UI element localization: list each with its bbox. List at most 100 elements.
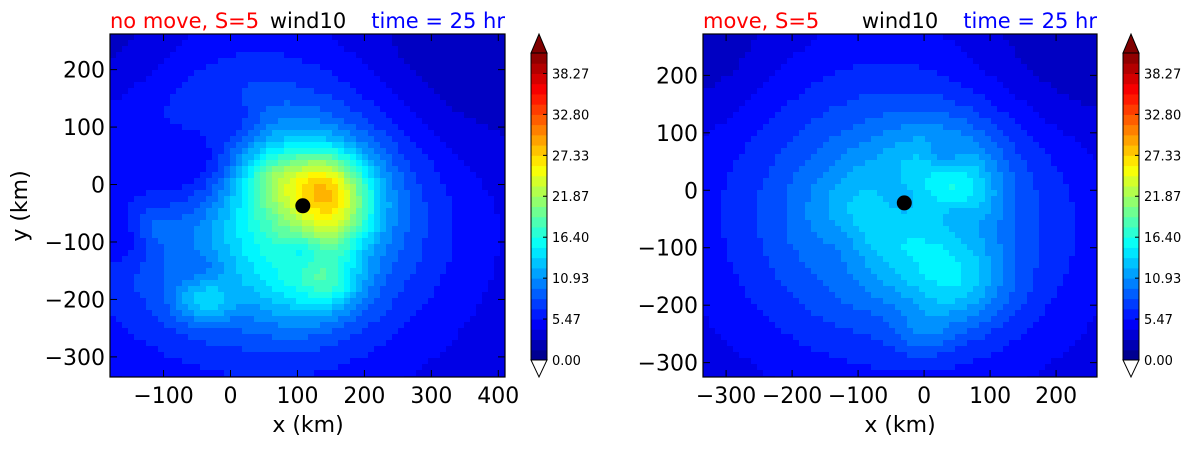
colorbar-band xyxy=(1123,278,1139,289)
colorbar-band xyxy=(1123,196,1139,207)
panel-1-xtick-label: −100 xyxy=(133,384,193,409)
colorbar-band xyxy=(1123,73,1139,84)
panel-1-xlabel: x (km) xyxy=(272,413,343,438)
colorbar-band xyxy=(1123,207,1139,218)
colorbar-band xyxy=(531,227,547,238)
colorbar-band xyxy=(1123,299,1139,310)
colorbar-tick-label: 38.27 xyxy=(1144,67,1181,82)
colorbar-band xyxy=(531,84,547,95)
colorbar-band xyxy=(1123,319,1139,330)
colorbar-band xyxy=(1123,309,1139,320)
colorbar-band xyxy=(1123,350,1139,361)
colorbar-extend-max xyxy=(531,34,547,53)
colorbar-band xyxy=(531,217,547,228)
panel-2-storm-center-marker xyxy=(897,195,912,210)
panel-2-ytick-label: 200 xyxy=(656,64,698,89)
colorbar-tick-label: 16.40 xyxy=(552,231,589,246)
colorbar-tick-label: 0.00 xyxy=(1144,354,1173,369)
colorbar-band xyxy=(1123,288,1139,299)
colorbar-band xyxy=(531,309,547,320)
colorbar-band xyxy=(531,196,547,207)
colorbar-band xyxy=(531,207,547,218)
panel-2-ytick-label: −200 xyxy=(638,294,698,319)
panel-1-ytick-label: −100 xyxy=(45,231,105,256)
colorbar-tick-label: 21.87 xyxy=(1144,190,1181,205)
panel-1-ytick-label: 0 xyxy=(91,174,105,199)
colorbar-band xyxy=(1123,114,1139,125)
colorbar-band xyxy=(1123,247,1139,258)
colorbar-band xyxy=(531,135,547,146)
colorbar-band xyxy=(531,155,547,166)
panel-1-title-mid: wind10 xyxy=(270,9,346,33)
colorbar-band xyxy=(531,94,547,105)
colorbar-tick-label: 0.00 xyxy=(552,354,581,369)
colorbar-band xyxy=(1123,166,1139,177)
colorbar-band xyxy=(531,319,547,330)
colorbar-band xyxy=(1123,340,1139,351)
panel-2-xtick-label: 0 xyxy=(917,384,931,409)
panel-2-xtick-label: 200 xyxy=(1035,384,1077,409)
panel-1-storm-center-marker xyxy=(295,198,310,213)
colorbar-band xyxy=(1123,217,1139,228)
colorbar-band xyxy=(1123,155,1139,166)
colorbar-band xyxy=(1123,84,1139,95)
colorbar-tick-label: 21.87 xyxy=(552,190,589,205)
panel-1-ytick-label: −200 xyxy=(45,288,105,313)
panel-2-xtick-label: −100 xyxy=(828,384,888,409)
colorbar-band xyxy=(531,166,547,177)
colorbar-band xyxy=(531,63,547,74)
colorbar-band xyxy=(531,237,547,248)
panel-1-ytick-label: 100 xyxy=(63,116,105,141)
colorbar-band xyxy=(1123,258,1139,269)
colorbar-band xyxy=(531,73,547,84)
panel-1-ytick-label: 200 xyxy=(63,59,105,84)
colorbar-band xyxy=(531,258,547,269)
panel-2-title-left: move, S=5 xyxy=(703,9,819,33)
colorbar-band xyxy=(1123,104,1139,115)
colorbar-band xyxy=(1123,63,1139,74)
colorbar-band xyxy=(531,329,547,340)
panel-1-xtick-label: 100 xyxy=(276,384,318,409)
colorbar-band xyxy=(531,125,547,136)
panel-2-ytick-label: 100 xyxy=(656,122,698,147)
colorbar-tick-label: 16.40 xyxy=(1144,231,1181,246)
colorbar-band xyxy=(1123,176,1139,187)
colorbar-band xyxy=(1123,125,1139,136)
colorbar-band xyxy=(531,114,547,125)
colorbar-band xyxy=(1123,237,1139,248)
panel-2-xtick-label: −300 xyxy=(696,384,756,409)
colorbar-band xyxy=(531,350,547,361)
colorbar-band xyxy=(1123,53,1139,64)
colorbar-band xyxy=(531,145,547,156)
colorbar-band xyxy=(1123,94,1139,105)
colorbar-band xyxy=(1123,145,1139,156)
panel-1-title-right: time = 25 hr xyxy=(371,9,505,33)
colorbar-band xyxy=(531,247,547,258)
colorbar-band xyxy=(531,53,547,64)
panel-2-title-right: time = 25 hr xyxy=(963,9,1097,33)
panel-2-title-mid: wind10 xyxy=(862,9,938,33)
panel-1-ytick-label: −300 xyxy=(45,346,105,371)
panel-1-xtick-label: 200 xyxy=(343,384,385,409)
panel-1-xtick-label: 400 xyxy=(477,384,519,409)
colorbar-tick-label: 10.93 xyxy=(1144,272,1181,287)
colorbar-band xyxy=(1123,186,1139,197)
colorbar-band xyxy=(531,278,547,289)
panel-1-xtick-label: 0 xyxy=(224,384,238,409)
colorbar-band xyxy=(1123,135,1139,146)
colorbar-band xyxy=(1123,268,1139,279)
panel-2-ytick-label: 0 xyxy=(684,179,698,204)
panel-2-xtick-label: 100 xyxy=(969,384,1011,409)
panel-2-xlabel: x (km) xyxy=(864,413,935,438)
colorbar-extend-max xyxy=(1123,34,1139,53)
colorbar-band xyxy=(1123,227,1139,238)
colorbar-tick-label: 38.27 xyxy=(552,67,589,82)
colorbar-band xyxy=(531,340,547,351)
colorbar-tick-label: 5.47 xyxy=(552,313,581,328)
